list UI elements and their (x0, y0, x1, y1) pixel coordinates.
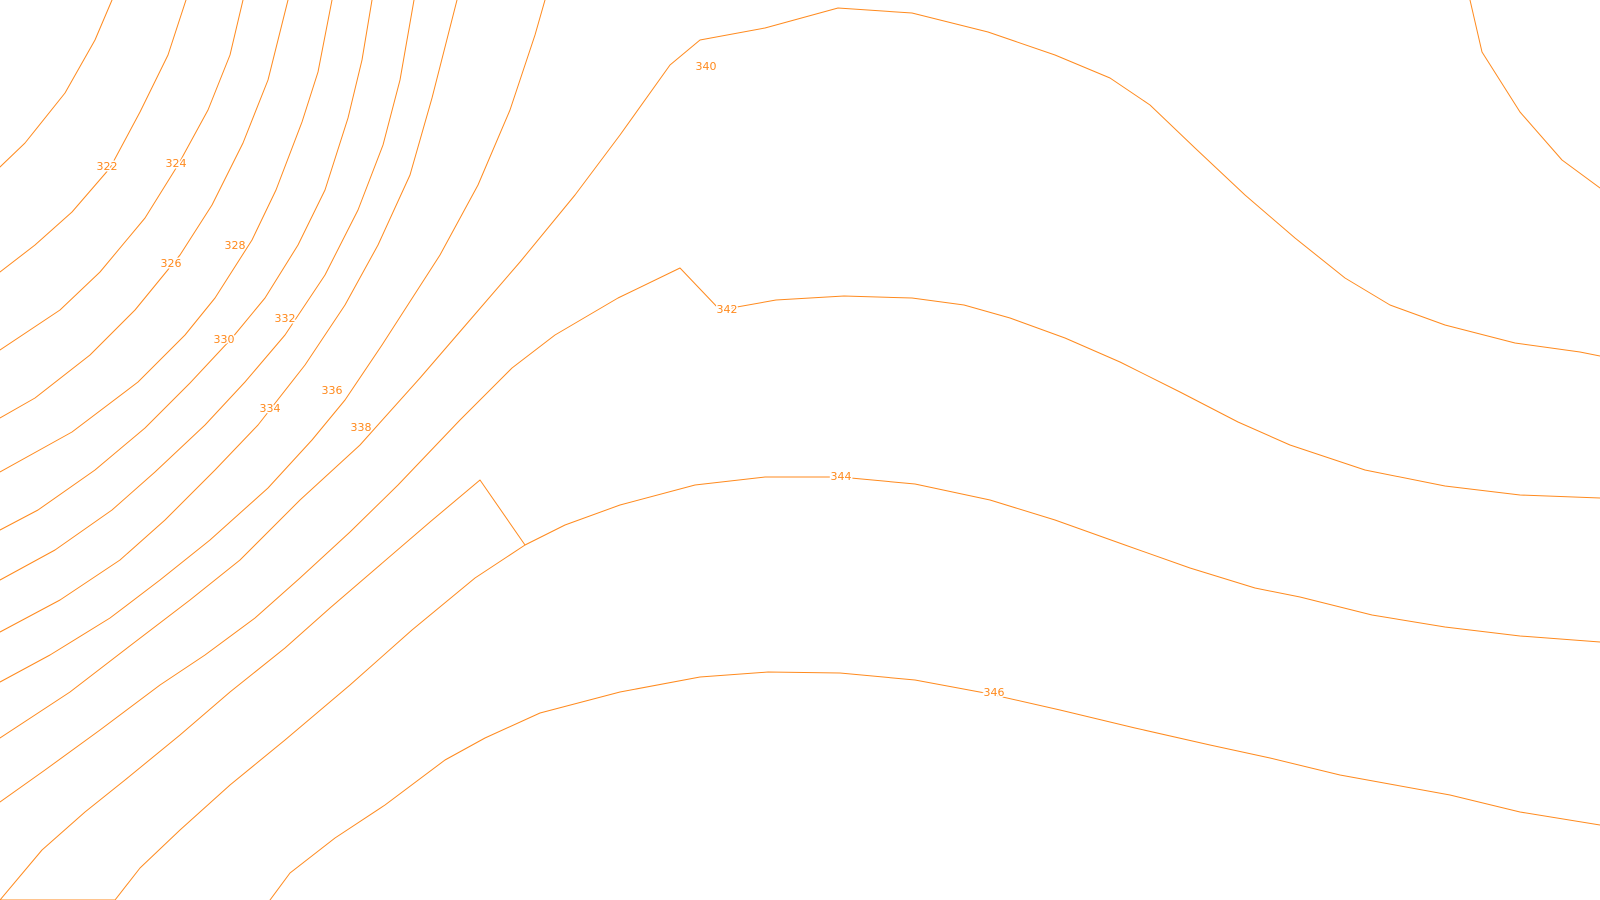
contour-label-340: 340 (696, 60, 717, 73)
contour-line-330 (0, 0, 333, 473)
contour-line-346 (0, 544, 526, 900)
contour-label-342: 342 (717, 303, 738, 316)
contour-line-340-ne (1469, 0, 1600, 189)
contour-line-336 (0, 0, 458, 633)
contour-line-328 (0, 0, 289, 419)
contour-line-344 (0, 476, 1600, 900)
contour-label-334: 334 (260, 402, 281, 415)
contour-label-344: 344 (831, 470, 852, 483)
contour-label-338: 338 (351, 421, 372, 434)
contour-label-324: 324 (166, 157, 187, 170)
contour-label-346: 346 (984, 686, 1005, 699)
contour-line-322 (0, 0, 113, 168)
contour-line-346-south (269, 671, 1600, 900)
contour-line-342 (0, 267, 1600, 803)
contour-line-334 (0, 0, 415, 581)
contour-label-332: 332 (275, 312, 296, 325)
contour-line-338 (0, 0, 546, 683)
contour-label-326: 326 (161, 257, 182, 270)
contour-line-340 (0, 7, 1600, 739)
contour-label-336: 336 (322, 384, 343, 397)
contour-line-324 (0, 0, 187, 273)
contour-label-330: 330 (214, 333, 235, 346)
contour-label-322: 322 (97, 160, 118, 173)
contour-line-326 (0, 0, 244, 351)
contour-label-328: 328 (225, 239, 246, 252)
contour-line-332 (0, 0, 373, 531)
